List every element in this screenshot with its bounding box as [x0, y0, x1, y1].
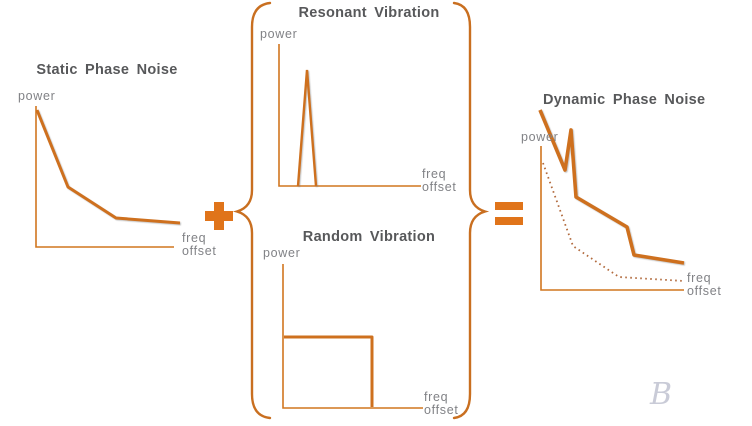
resonant-x-axis-label-line2: offset [422, 180, 457, 194]
static-x-axis-label: freq offset [182, 232, 217, 258]
resonant-x-axis-label-line1: freq [422, 167, 447, 181]
dynamic-x-axis-label: freq offset [687, 272, 722, 298]
dynamic-axes [540, 146, 684, 291]
equals-sign-icon [495, 202, 523, 225]
left-curly-brace [232, 1, 272, 420]
dynamic-x-axis-label-line1: freq [687, 271, 712, 285]
static-noise-curve [35, 109, 181, 225]
random-x-axis-label-line1: freq [424, 390, 449, 404]
resonant-spike-curve [296, 69, 318, 187]
dynamic-dotted-reference-curve [542, 162, 685, 282]
random-chart-title: Random Vibration [302, 229, 436, 245]
plus-sign-icon [205, 202, 233, 230]
random-x-axis-label-line2: offset [424, 403, 459, 417]
resonant-vibration-chart [278, 44, 421, 187]
random-step-curve [284, 335, 374, 407]
static-y-axis-label: power [18, 89, 56, 103]
resonant-x-axis-label: freq offset [422, 168, 457, 194]
right-curly-brace [452, 1, 490, 420]
resonant-axes [278, 44, 421, 187]
dynamic-y-axis-label: power [521, 130, 559, 144]
dynamic-x-axis-label-line2: offset [687, 284, 722, 298]
random-vibration-chart [282, 264, 423, 409]
static-x-axis-label-line2: offset [182, 244, 217, 258]
signature-watermark: B [650, 377, 673, 412]
resonant-y-axis-label: power [260, 27, 298, 41]
dynamic-noise-curve [538, 109, 685, 265]
static-axes [35, 106, 174, 248]
random-axes [282, 264, 423, 409]
random-y-axis-label: power [263, 246, 301, 260]
static-phase-noise-chart [35, 106, 181, 248]
static-x-axis-label-line1: freq [182, 231, 207, 245]
random-x-axis-label: freq offset [424, 391, 459, 417]
static-chart-title: Static Phase Noise [36, 62, 178, 78]
dynamic-chart-title: Dynamic Phase Noise [543, 92, 706, 108]
dynamic-phase-noise-chart [538, 109, 685, 291]
resonant-chart-title: Resonant Vibration [298, 5, 440, 21]
